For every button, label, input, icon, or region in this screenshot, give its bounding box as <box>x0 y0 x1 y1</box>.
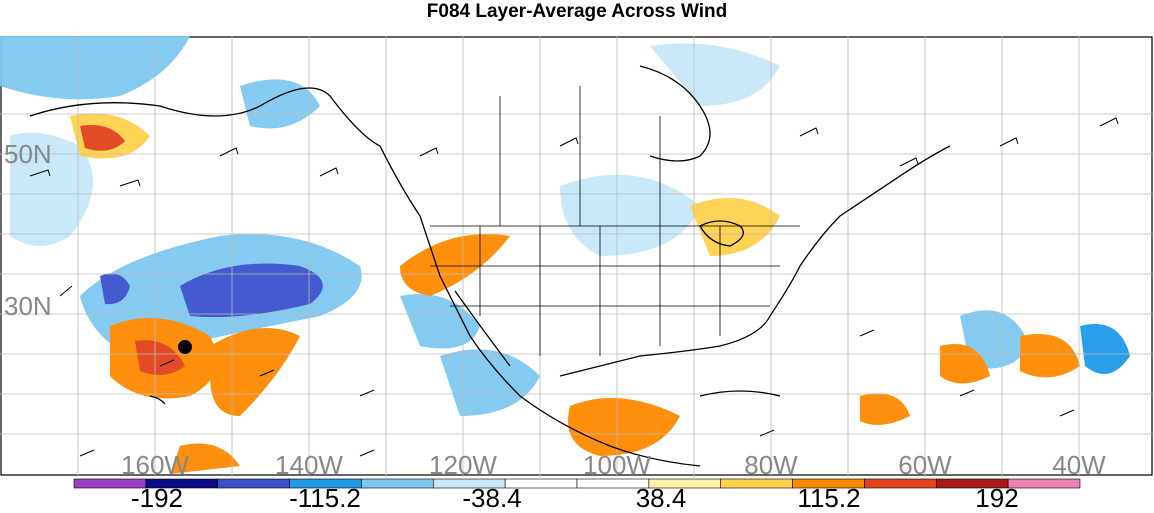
colorbar-swatch <box>864 478 937 489</box>
lon-label-100w: 100W <box>583 450 651 477</box>
colorbar <box>73 478 1081 489</box>
colorbar-swatch <box>217 478 290 489</box>
lon-label-160w: 160W <box>121 450 189 477</box>
colorbar-label-neg192: -192 <box>130 483 184 513</box>
coast-hudson <box>639 65 711 162</box>
wind-barbs <box>29 117 1119 457</box>
lat-label-30n: 30N <box>4 291 52 321</box>
colorbar-swatch <box>361 478 434 489</box>
pos-region-carib <box>860 393 910 425</box>
pos-region-south <box>170 443 240 474</box>
borders <box>430 86 800 356</box>
pos-region-westcoast <box>400 234 510 296</box>
colorbar-swatch <box>720 478 793 489</box>
coast-great-lakes <box>699 220 744 247</box>
colorbar-label-neg115: -115.2 <box>289 483 361 513</box>
coast-east <box>769 145 951 317</box>
neg-region-mex-pac <box>440 349 540 416</box>
neg-region-atlantic-far <box>1080 324 1130 374</box>
coast-na-west <box>379 145 701 467</box>
colorbar-label-38: 38.4 <box>635 483 687 513</box>
neg-region-baja <box>400 294 480 349</box>
coast-baja <box>454 290 511 367</box>
pos-region-eqpac <box>568 398 680 456</box>
graticule <box>0 36 1154 477</box>
pos-region-atl-east <box>1020 334 1080 378</box>
neg-region-core-small <box>100 273 130 305</box>
neg-region-arctic <box>240 79 320 129</box>
lon-label-80w: 80W <box>744 450 798 477</box>
colorbar-swatch <box>1007 478 1081 489</box>
pos-region-greatlakes <box>690 198 780 256</box>
coast-hawaii <box>149 395 166 405</box>
neg-region-north2 <box>650 43 780 106</box>
contour-fills <box>0 36 1130 474</box>
colorbar-label-neg38: -38.4 <box>462 483 522 513</box>
map-title: F084 Layer-Average Across Wind <box>426 1 728 22</box>
colorbar-label-192: 192 <box>975 483 1019 513</box>
neg-region-ne-pacific-core <box>180 263 323 318</box>
lon-label-120w: 120W <box>429 450 497 477</box>
lon-label-140w: 140W <box>275 450 343 477</box>
colorbar-label-115: 115.2 <box>797 483 861 513</box>
lon-label-60w: 60W <box>898 450 952 477</box>
lon-label-40w: 40W <box>1052 450 1106 477</box>
wind-map: 50N 30N 160W 140W 120W 100W 80W 60W 40W <box>0 36 1154 477</box>
coastlines <box>29 65 951 467</box>
neg-region-gulf-alaska <box>10 132 93 246</box>
coast-cuba <box>699 390 781 397</box>
pos-region-aleutian-core <box>80 125 125 151</box>
coast-alaska <box>29 87 381 147</box>
neg-region-canada <box>560 174 700 256</box>
coast-gulf <box>559 315 771 377</box>
pos-region-hawaii-core <box>135 340 185 375</box>
point-marker <box>178 340 192 354</box>
neg-region-north <box>0 36 190 100</box>
lat-label-50n: 50N <box>4 139 52 169</box>
